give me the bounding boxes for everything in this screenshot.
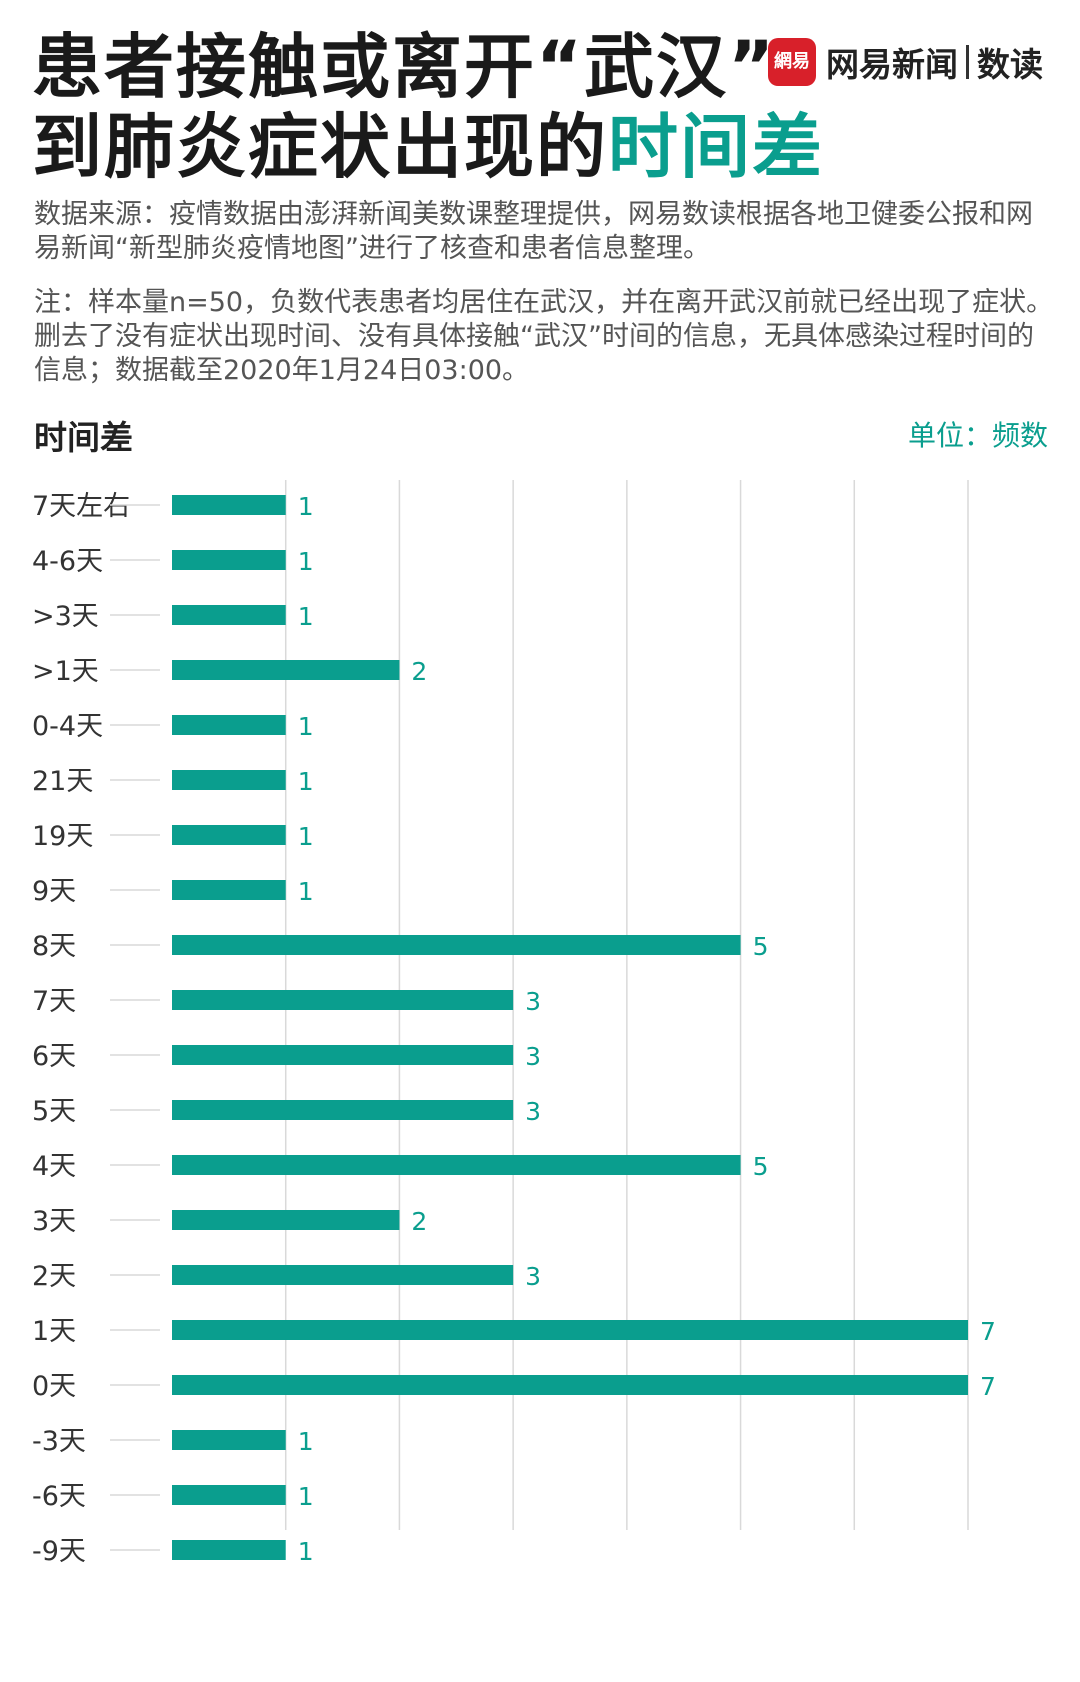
category-label: -3天 [32,1426,86,1457]
bar [172,1265,514,1285]
bar [172,1100,514,1120]
category-label: >1天 [32,656,99,687]
value-label: 1 [298,767,314,796]
bar [172,1375,968,1395]
bar [172,1485,286,1505]
value-label: 2 [411,657,427,686]
netease-logo-icon: 網易 [768,38,816,86]
value-label: 1 [298,877,314,906]
value-label: 3 [525,1262,541,1291]
value-label: 1 [298,547,314,576]
category-label: 4-6天 [32,546,103,577]
bar [172,605,286,625]
bar [172,1540,286,1560]
value-label: 3 [525,987,541,1016]
category-label: 6天 [32,1041,76,1072]
value-label: 7 [980,1317,996,1346]
bar [172,1155,741,1175]
brand: 網易 网易新闻 数读 [768,38,1043,86]
category-label: 5天 [32,1096,76,1127]
bar [172,550,286,570]
bar [172,1430,286,1450]
brand-name: 网易新闻 [826,45,958,84]
chart-title-highlight: 时间差 [608,106,824,188]
category-label: 8天 [32,931,76,962]
bar [172,1045,514,1065]
category-label: 2天 [32,1261,76,1292]
value-label: 7 [980,1372,996,1401]
value-label: 5 [753,1152,769,1181]
value-label: 1 [298,1537,314,1566]
category-label: 9天 [32,876,76,907]
bar [172,880,286,900]
value-label: 1 [298,712,314,741]
value-label: 2 [411,1207,427,1236]
value-label: 5 [753,932,769,961]
category-label: 7天左右 [32,491,130,522]
bar [172,770,286,790]
chart-title-line2-main: 到肺炎症状出现的 [32,106,608,188]
brand-sub: 数读 [977,45,1043,84]
bar [172,935,741,955]
bar [172,1320,968,1340]
value-label: 1 [298,602,314,631]
category-label: 19天 [32,821,93,852]
category-label: >3天 [32,601,99,632]
value-label: 1 [298,492,314,521]
data-source-note: 数据来源：疫情数据由澎湃新闻美数课整理提供，网易数读根据各地卫健委公报和网易新闻… [34,199,1033,264]
brand-separator [966,45,969,79]
category-label: 4天 [32,1151,76,1182]
unit-label: 单位：频数 [907,419,1048,452]
chart-title-line2: 到肺炎症状出现的时间差 [32,102,824,192]
value-label: 1 [298,1427,314,1456]
bar [172,825,286,845]
category-label: 3天 [32,1206,76,1237]
bar [172,495,286,515]
bar [172,990,514,1010]
category-label: 21天 [32,766,93,797]
category-label: 1天 [32,1316,76,1347]
value-label: 1 [298,822,314,851]
value-label: 1 [298,1482,314,1511]
bar [172,715,286,735]
category-label: -6天 [32,1481,86,1512]
sample-note: 注：样本量n=50，负数代表患者均居住在武汉，并在离开武汉前就已经出现了症状。删… [34,287,1054,386]
chart-subtitle: 时间差 [34,418,133,457]
category-label: 0-4天 [32,711,103,742]
chart-title-line1: 患者接触或离开“武汉” [32,26,777,108]
category-label: -9天 [32,1536,86,1567]
value-label: 3 [525,1097,541,1126]
value-label: 3 [525,1042,541,1071]
bar [172,660,400,680]
category-label: 7天 [32,986,76,1017]
bar [172,1210,400,1230]
category-label: 0天 [32,1371,76,1402]
